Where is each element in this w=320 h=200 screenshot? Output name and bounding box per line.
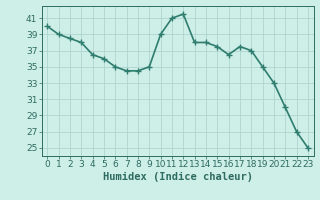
X-axis label: Humidex (Indice chaleur): Humidex (Indice chaleur) bbox=[103, 172, 252, 182]
